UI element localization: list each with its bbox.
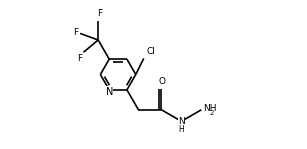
Text: 2: 2 (210, 110, 214, 116)
Text: F: F (97, 9, 102, 18)
Text: Cl: Cl (147, 47, 156, 56)
Text: H: H (179, 125, 184, 134)
Text: N: N (106, 87, 113, 97)
Text: O: O (159, 77, 166, 86)
Text: F: F (77, 54, 82, 63)
Text: F: F (73, 28, 79, 37)
Text: NH: NH (203, 104, 216, 113)
Text: N: N (178, 117, 185, 126)
